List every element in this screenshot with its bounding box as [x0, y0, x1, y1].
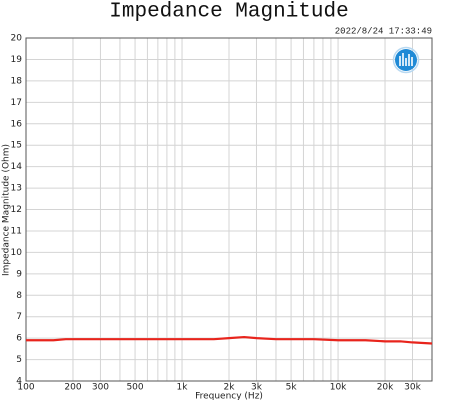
x-tick-label: 30k [404, 383, 421, 393]
x-tick-label: 20k [377, 383, 394, 393]
y-tick-label: 5 [16, 355, 22, 365]
y-tick-label: 14 [11, 162, 23, 172]
x-tick-label: 2k [224, 383, 236, 393]
logo [392, 46, 420, 74]
y-tick-label: 6 [16, 334, 22, 344]
x-tick-label: 5k [286, 383, 298, 393]
y-tick-label: 13 [11, 184, 22, 194]
y-tick-label: 18 [11, 76, 23, 86]
x-tick-label: 300 [92, 383, 109, 393]
y-axis-label: Impedance Magnitude (Ohm) [2, 144, 12, 276]
y-tick-label: 19 [11, 55, 23, 65]
y-tick-label: 4 [16, 377, 22, 387]
x-axis-label: Frequency (Hz) [195, 392, 263, 400]
x-tick-label: 200 [64, 383, 81, 393]
y-tick-label: 15 [11, 141, 22, 151]
y-tick-label: 16 [11, 119, 23, 129]
y-tick-label: 20 [11, 34, 23, 44]
y-tick-label: 12 [11, 205, 22, 215]
x-tick-label: 500 [126, 383, 143, 393]
y-tick-label: 7 [16, 312, 22, 322]
y-tick-label: 11 [11, 226, 22, 236]
x-tick-label: 100 [17, 383, 34, 393]
x-tick-label: 1k [177, 383, 189, 393]
plot-frame [25, 37, 433, 382]
series-line [26, 335, 433, 345]
x-tick-label: 10k [330, 383, 347, 393]
x-tick-label: 3k [251, 383, 263, 393]
y-tick-label: 8 [16, 291, 22, 301]
y-tick-label: 9 [16, 269, 22, 279]
y-tick-label: 17 [11, 98, 22, 108]
y-tick-label: 10 [11, 248, 23, 258]
plot-area: 4 5 6 7 8 9 10 11 12 13 14 15 16 17 18 19 20 100 200 300 500… [11, 34, 433, 393]
chart-title: Impedance Magnitude [109, 1, 348, 24]
timestamp: 2022/8/24 17:33:49 [335, 26, 432, 36]
